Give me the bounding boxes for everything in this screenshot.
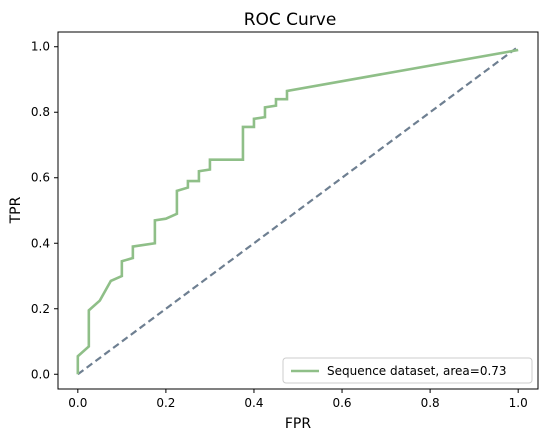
legend: Sequence dataset, area=0.73: [282, 357, 533, 384]
plot-frame: [57, 31, 539, 390]
y-tick-label: 0.4: [31, 236, 50, 250]
roc-curve-line: [76, 48, 519, 375]
y-tick-label: 0.6: [31, 171, 50, 185]
y-tick-label: 1.0: [31, 40, 50, 54]
x-tick-label: 0.6: [332, 396, 351, 410]
legend-box: [282, 357, 533, 384]
x-tick-label: 0.8: [421, 396, 440, 410]
x-tick-label: 0.4: [244, 396, 263, 410]
x-tick-label: 1.0: [509, 396, 528, 410]
y-axis-label: TPR: [8, 196, 24, 224]
y-tick-label: 0.0: [31, 367, 50, 381]
y-tick-label: 0.2: [31, 302, 50, 316]
y-tick-label: 0.8: [31, 105, 50, 119]
legend-entry-label: Sequence dataset, area=0.73: [327, 364, 507, 378]
x-tick-label: 0.2: [156, 396, 175, 410]
chart-title: ROC Curve: [244, 10, 337, 30]
x-tick-label: 0.0: [68, 396, 87, 410]
x-axis-label: FPR: [285, 416, 311, 432]
chance-diagonal-line: [77, 45, 519, 376]
